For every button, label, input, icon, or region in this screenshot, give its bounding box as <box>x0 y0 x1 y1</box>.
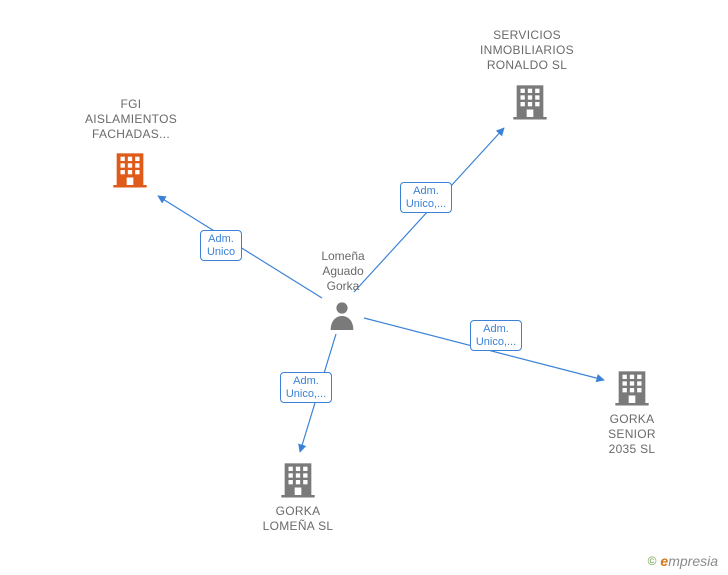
company-label-line: LOMEÑA SL <box>263 519 334 533</box>
company-label-line: INMOBILIARIOS <box>480 43 574 57</box>
edge-label-line1: Adm. <box>208 233 234 245</box>
building-icon[interactable] <box>110 150 150 195</box>
edge-label: Adm.Unico <box>200 230 242 261</box>
company-label-line: GORKA <box>610 412 655 426</box>
building-icon[interactable] <box>612 368 652 413</box>
company-label-line: RONALDO SL <box>487 58 567 72</box>
company-label-line: SERVICIOS <box>493 28 561 42</box>
edge-label-line1: Adm. <box>413 185 439 197</box>
company-node-label[interactable]: GORKASENIOR2035 SL <box>592 412 672 457</box>
copyright-symbol: © <box>648 554 657 568</box>
edge-label-line2: Unico,... <box>286 388 326 400</box>
edge-label: Adm.Unico,... <box>400 182 452 213</box>
company-node-label[interactable]: GORKALOMEÑA SL <box>243 504 353 534</box>
building-icon[interactable] <box>278 460 318 505</box>
center-node-label: Lomeña Aguado Gorka <box>308 249 378 294</box>
edge-label-line2: Unico,... <box>406 198 446 210</box>
edge-label-line1: Adm. <box>483 323 509 335</box>
brand-rest: mpresia <box>668 553 718 569</box>
center-label-line1: Lomeña <box>321 249 364 263</box>
company-label-line: FGI <box>121 97 142 111</box>
company-label-line: FACHADAS... <box>92 127 170 141</box>
center-label-line2: Aguado <box>322 264 363 278</box>
edge-label: Adm.Unico,... <box>280 372 332 403</box>
building-icon[interactable] <box>510 82 550 127</box>
person-icon <box>326 298 358 335</box>
footer-branding: © empresia <box>648 553 718 569</box>
brand-name: empresia <box>660 553 718 569</box>
edge-label: Adm.Unico,... <box>470 320 522 351</box>
edge-label-line2: Unico <box>207 246 235 258</box>
edge-label-line1: Adm. <box>293 375 319 387</box>
company-label-line: GORKA <box>276 504 321 518</box>
company-label-line: 2035 SL <box>609 442 656 456</box>
company-node-label[interactable]: FGIAISLAMIENTOSFACHADAS... <box>66 97 196 142</box>
company-label-line: SENIOR <box>608 427 656 441</box>
center-label-line3: Gorka <box>327 279 360 293</box>
company-node-label[interactable]: SERVICIOSINMOBILIARIOSRONALDO SL <box>452 28 602 73</box>
edge-label-line2: Unico,... <box>476 336 516 348</box>
company-label-line: AISLAMIENTOS <box>85 112 177 126</box>
diagram-canvas: Lomeña Aguado Gorka FGIAISLAMIENTOSFACHA… <box>0 0 728 575</box>
